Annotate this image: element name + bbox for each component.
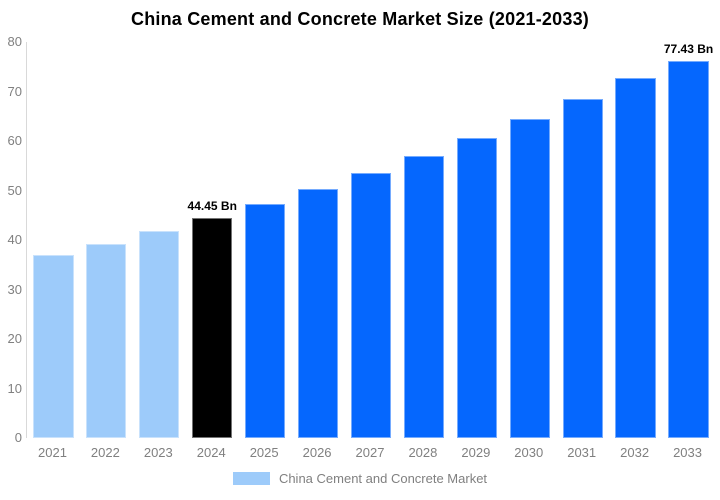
bar-band [450, 42, 503, 438]
x-axis-label: 2025 [249, 445, 279, 460]
bar-2030 [509, 119, 550, 438]
bar-2032 [615, 77, 656, 438]
y-axis-tick-label: 0 [14, 430, 22, 445]
bar-band [80, 42, 133, 438]
bar-2027 [350, 173, 392, 438]
x-axis-label: 2033 [673, 445, 702, 460]
y-axis-tick-label: 80 [7, 34, 22, 49]
x-axis-label: 2021 [38, 445, 67, 460]
y-axis-tick-label: 20 [7, 331, 22, 346]
bar-band: 77.43 Bn [662, 42, 715, 438]
bar-value-label: 77.43 Bn [663, 42, 714, 56]
y-axis-tick-label: 70 [7, 83, 22, 99]
x-axis: 2021 2022 2023 2024 2025 2026 2027 2028 2029 2030… [26, 445, 714, 460]
x-axis-label: 2027 [355, 445, 385, 460]
bar-2021 [33, 255, 74, 438]
bar-band [503, 42, 556, 438]
bars-container: 44.45 Bn 77.43 Bn [26, 42, 715, 438]
x-axis-label: 2028 [408, 445, 438, 460]
x-axis-label: 2029 [461, 445, 491, 460]
bar-band [133, 42, 186, 438]
y-axis-tick-label: 10 [7, 380, 22, 396]
x-axis-label: 2032 [620, 445, 650, 460]
bar-2024 [192, 217, 233, 438]
x-axis-label: 2031 [567, 445, 597, 460]
bar-band [609, 42, 662, 438]
x-axis-label: 2024 [196, 445, 226, 460]
bar-2029 [456, 138, 497, 438]
bar-band: 44.45 Bn [186, 42, 239, 438]
chart-title: China Cement and Concrete Market Size (2… [131, 9, 589, 29]
bar-band [556, 42, 609, 438]
plot-area: 0 10 20 30 40 50 60 70 80 44.45 Bn 77.43 Bn [0, 35, 720, 445]
y-axis-tick-label: 40 [7, 232, 22, 247]
bar-2028 [403, 156, 445, 438]
bar-2031 [562, 99, 603, 438]
bar-band [27, 42, 80, 438]
bar-2026 [297, 189, 339, 438]
bar-band [397, 42, 450, 438]
bar-2025 [245, 203, 286, 438]
bar-band [345, 42, 398, 438]
bar-2022 [86, 243, 127, 438]
x-axis-label: 2026 [302, 445, 332, 460]
bar-2023 [139, 231, 180, 438]
y-axis-tick-label: 30 [7, 281, 22, 297]
legend-swatch [232, 472, 270, 485]
legend-label: China Cement and Concrete Market [278, 471, 488, 486]
bar-2033 [668, 61, 709, 438]
y-axis-tick-label: 50 [7, 182, 22, 198]
x-axis-label: 2030 [514, 445, 544, 460]
bar-band [292, 42, 345, 438]
x-axis-label: 2023 [143, 445, 173, 460]
y-axis-tick-label: 60 [7, 133, 22, 148]
legend-item[interactable]: China Cement and Concrete Market [232, 471, 488, 486]
bar-value-label: 44.45 Bn [187, 198, 237, 213]
bar-band [239, 42, 292, 438]
x-axis-label: 2022 [90, 445, 120, 460]
legend: China Cement and Concrete Market [0, 471, 720, 486]
